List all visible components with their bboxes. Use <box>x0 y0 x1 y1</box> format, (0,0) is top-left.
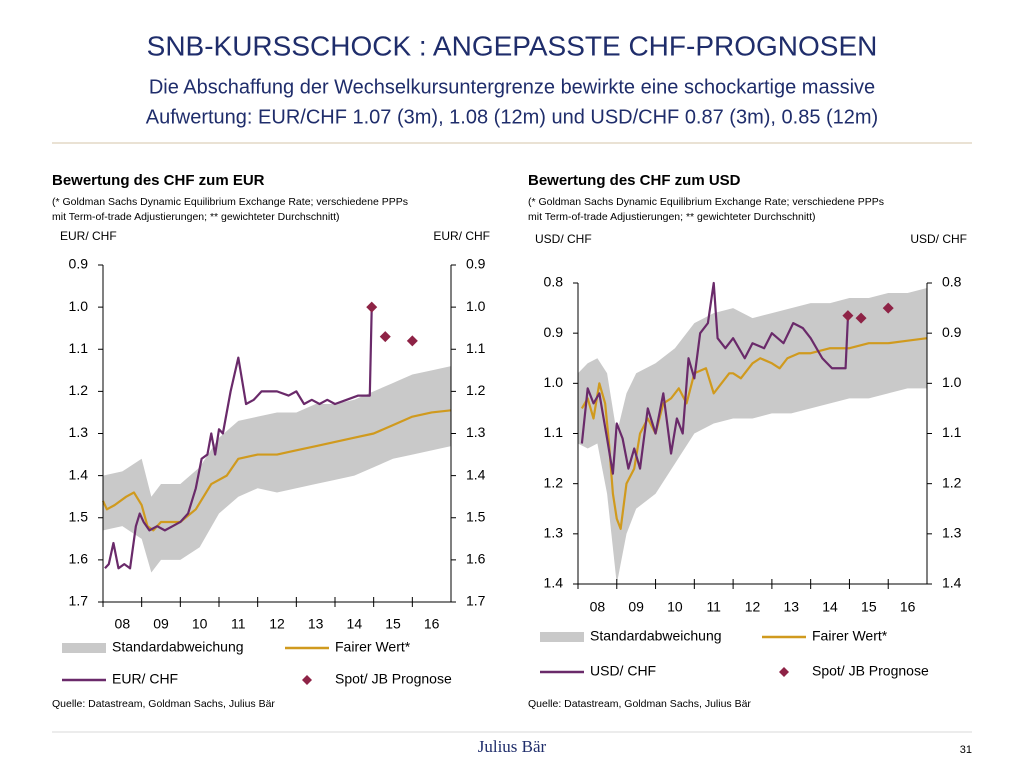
y-tick-label: 1.5 <box>69 508 89 524</box>
y-tick-label: 1.1 <box>69 340 89 356</box>
x-tick-label: 13 <box>308 616 324 632</box>
y2-tick-label: 1.3 <box>466 424 486 440</box>
slide-subtitle: Aufwertung: EUR/CHF 1.07 (3m), 1.08 (12m… <box>146 106 878 128</box>
y2-tick-label: 0.9 <box>942 324 962 340</box>
y2-axis-label: USD/ CHF <box>910 232 967 246</box>
legend-label: USD/ CHF <box>590 663 656 679</box>
x-tick-label: 08 <box>115 616 131 632</box>
y2-tick-label: 1.6 <box>466 551 486 567</box>
marker <box>406 335 418 347</box>
slide-title: SNB-KURSSCHOCK : ANGEPASSTE CHF-PROGNOSE… <box>147 30 878 61</box>
y-tick-label: 1.2 <box>544 474 564 490</box>
y-tick-label: 1.0 <box>544 374 564 390</box>
legend-label: Standardabweichung <box>590 628 722 644</box>
y-tick-label: 0.8 <box>544 274 564 290</box>
legend-label: Spot/ JB Prognose <box>335 671 452 687</box>
legend-swatch <box>302 675 312 685</box>
y-axis-label: EUR/ CHF <box>60 229 117 243</box>
y2-tick-label: 1.1 <box>466 340 486 356</box>
chart: Bewertung des CHF zum USD (* Goldman Sach… <box>528 172 967 710</box>
y2-tick-label: 1.4 <box>466 466 486 482</box>
band <box>578 288 927 584</box>
y-tick-label: 1.3 <box>69 424 89 440</box>
x-tick-label: 16 <box>424 616 440 632</box>
legend-label: Fairer Wert* <box>335 639 411 655</box>
x-tick-label: 09 <box>628 599 644 615</box>
legend-swatch <box>62 643 106 653</box>
line <box>102 409 452 532</box>
legend-label: Fairer Wert* <box>812 628 888 644</box>
y-tick-label: 1.1 <box>544 424 564 440</box>
x-tick-label: 10 <box>192 616 208 632</box>
y2-tick-label: 1.5 <box>466 508 486 524</box>
x-tick-label: 15 <box>385 616 401 632</box>
y-tick-label: 1.7 <box>69 593 89 609</box>
x-tick-label: 11 <box>231 616 246 632</box>
x-tick-label: 12 <box>745 599 761 615</box>
band <box>103 366 451 573</box>
chart-note: (* Goldman Sachs Dynamic Equilibrium Exc… <box>528 196 884 208</box>
legend-label: Spot/ JB Prognose <box>812 663 929 679</box>
chart-title: Bewertung des CHF zum EUR <box>52 172 265 189</box>
x-tick-label: 15 <box>861 599 877 615</box>
page-number: 31 <box>960 744 972 756</box>
x-tick-label: 10 <box>667 599 683 615</box>
y2-tick-label: 0.9 <box>466 256 486 272</box>
y-tick-label: 1.3 <box>544 525 564 541</box>
line <box>580 281 849 475</box>
legend-label: Standardabweichung <box>112 639 244 655</box>
legend-swatch <box>540 632 584 642</box>
y-tick-label: 1.4 <box>544 575 564 591</box>
legend-swatch <box>779 667 789 677</box>
y2-axis-label: EUR/ CHF <box>433 229 490 243</box>
y-axis-label: USD/ CHF <box>535 232 592 246</box>
y-tick-label: 0.9 <box>544 324 564 340</box>
source: Quelle: Datastream, Goldman Sachs, Juliu… <box>52 698 275 710</box>
line <box>104 307 373 570</box>
marker <box>379 331 391 343</box>
x-tick-label: 14 <box>822 599 838 615</box>
legend-label: EUR/ CHF <box>112 671 178 687</box>
marker <box>366 301 378 313</box>
x-tick-label: 13 <box>783 599 799 615</box>
line <box>580 337 928 530</box>
y-tick-label: 1.2 <box>69 382 89 398</box>
source: Quelle: Datastream, Goldman Sachs, Juliu… <box>528 698 751 710</box>
x-tick-label: 14 <box>347 616 363 632</box>
y2-tick-label: 1.3 <box>942 525 962 541</box>
y2-tick-label: 1.2 <box>942 474 962 490</box>
y2-tick-label: 1.1 <box>942 424 962 440</box>
y2-tick-label: 1.2 <box>466 382 486 398</box>
y-tick-label: 1.6 <box>69 551 89 567</box>
x-tick-label: 11 <box>706 599 721 615</box>
y2-tick-label: 1.7 <box>466 593 486 609</box>
y-tick-label: 1.4 <box>69 466 89 482</box>
marker <box>855 312 867 324</box>
slide-subtitle: Die Abschaffung der Wechselkursuntergren… <box>149 76 875 98</box>
chart-title: Bewertung des CHF zum USD <box>528 172 741 189</box>
chart-note: mit Term-of-trade Adjustierungen; ** gew… <box>528 211 816 223</box>
y-tick-label: 0.9 <box>69 256 89 272</box>
y-tick-label: 1.0 <box>69 298 89 314</box>
y2-tick-label: 0.8 <box>942 274 962 290</box>
y2-tick-label: 1.0 <box>942 374 962 390</box>
brand: Julius Bär <box>478 737 547 756</box>
x-tick-label: 09 <box>153 616 169 632</box>
y2-tick-label: 1.4 <box>942 575 962 591</box>
x-tick-label: 12 <box>269 616 285 632</box>
x-tick-label: 16 <box>900 599 916 615</box>
chart-note: (* Goldman Sachs Dynamic Equilibrium Exc… <box>52 196 408 208</box>
marker <box>882 302 894 314</box>
x-tick-label: 08 <box>590 599 606 615</box>
chart-note: mit Term-of-trade Adjustierungen; ** gew… <box>52 211 340 223</box>
marker <box>842 310 854 322</box>
chart: Bewertung des CHF zum EUR (* Goldman Sach… <box>52 172 490 710</box>
y2-tick-label: 1.0 <box>466 298 486 314</box>
